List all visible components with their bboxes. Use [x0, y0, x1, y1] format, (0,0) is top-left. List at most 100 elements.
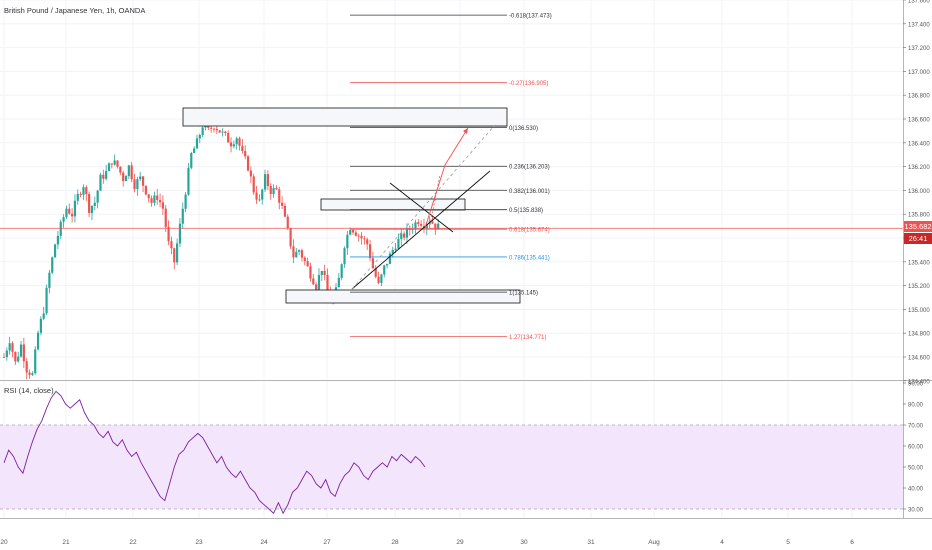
candle-body: [397, 239, 400, 249]
candle-body: [42, 313, 45, 319]
candle-body: [175, 243, 179, 263]
candle-body: [258, 199, 261, 201]
fib-level-label: 0(136.530): [509, 126, 538, 132]
candle-body: [79, 193, 82, 195]
candle-body: [184, 194, 187, 209]
candle-body: [218, 130, 221, 133]
time-axis-label: 29: [456, 539, 464, 546]
price-axis-label: 136.400: [908, 141, 930, 147]
candle-body: [215, 128, 218, 131]
candle-body: [31, 373, 34, 375]
candle-body: [255, 192, 258, 200]
resistance-zone-box: [182, 107, 508, 127]
price-axis-label: 136.200: [908, 165, 930, 171]
candle-body: [178, 223, 182, 244]
candle-body: [161, 202, 165, 209]
candle-body: [187, 167, 190, 195]
candle-body: [164, 208, 167, 227]
rsi-axis-label: 60.00: [908, 445, 924, 451]
rsi-line: [3, 390, 426, 515]
price-axis-label: 136.800: [908, 94, 930, 100]
candle-body: [385, 263, 389, 266]
rsi-band: [0, 425, 903, 509]
candle-body: [357, 235, 360, 237]
fib-level-label: -0.27(136.905): [509, 81, 548, 87]
candle-body: [141, 176, 145, 186]
candle-body: [437, 223, 440, 230]
candle-body: [113, 160, 116, 165]
time-axis-label: 23: [195, 539, 203, 546]
dashed-projection-line: [351, 124, 496, 290]
candle-body: [263, 174, 267, 190]
candle-body: [411, 229, 414, 231]
price-axis-label: 137.200: [908, 46, 930, 52]
candle-body: [90, 205, 94, 213]
candle-body: [45, 287, 48, 314]
candle-body: [170, 241, 173, 249]
candle-body: [249, 170, 252, 177]
last-price-tag: 135.682: [904, 221, 932, 232]
candle-body: [346, 234, 349, 249]
price-axis-label: 135.400: [908, 260, 930, 266]
rsi-axis-label: 90.00: [908, 382, 924, 388]
candle-body: [383, 265, 386, 275]
candle-body: [252, 176, 255, 193]
candle-body: [193, 148, 196, 154]
candle-body: [48, 272, 51, 288]
bullish-projection-arrow: [424, 127, 469, 229]
candle-body: [39, 318, 42, 333]
candle-body: [190, 153, 193, 168]
candle-body: [156, 195, 159, 200]
time-axis-label: 4: [720, 539, 724, 546]
price-axis-label: 135.800: [908, 213, 930, 219]
price-axis-label: 134.800: [908, 332, 930, 338]
candle-body: [317, 275, 321, 290]
candle-body: [298, 250, 301, 252]
candle-body: [363, 238, 366, 240]
fib-level-label: -0.618(137.473): [509, 14, 552, 20]
rsi-axis-label: 50.00: [908, 466, 924, 472]
candle-body: [119, 166, 122, 173]
candle-body: [96, 190, 99, 203]
candle-body: [377, 276, 380, 283]
candle-body: [110, 163, 113, 165]
candle-body: [17, 356, 20, 362]
candle-body: [295, 251, 298, 258]
candle-body: [420, 224, 423, 226]
candle-body: [326, 274, 329, 291]
candle-body: [212, 128, 216, 130]
candle-body: [105, 171, 108, 179]
candle-body: [400, 233, 403, 240]
price-axis-label: 135.000: [908, 308, 930, 314]
candle-body: [14, 351, 17, 362]
candle-body: [368, 244, 372, 259]
candle-body: [198, 134, 201, 139]
candle-body: [269, 186, 272, 194]
price-axis-label: 137.600: [908, 0, 930, 5]
rsi-axis-label: 70.00: [908, 424, 924, 430]
candle-body: [343, 248, 346, 265]
fib-level-label: 1(135.145): [509, 291, 538, 297]
candle-body: [337, 277, 340, 288]
candle-body: [82, 187, 85, 195]
price-axis-label: 134.600: [908, 356, 930, 362]
candle-body: [431, 221, 434, 224]
candle-body: [394, 248, 397, 250]
candle-body: [229, 142, 233, 147]
candle-body: [34, 349, 37, 374]
candle-body: [244, 151, 247, 157]
candle-body: [59, 221, 62, 236]
candle-body: [266, 174, 270, 187]
candle-body: [289, 228, 292, 247]
candle-body: [173, 248, 176, 263]
candle-body: [133, 179, 136, 190]
candle-body: [417, 222, 420, 225]
candle-body: [51, 257, 54, 273]
candle-body: [150, 198, 153, 203]
secondary-projection-arrow: [429, 174, 441, 226]
candle-body: [354, 232, 357, 236]
candle-body: [201, 127, 204, 135]
candle-body: [88, 194, 91, 213]
